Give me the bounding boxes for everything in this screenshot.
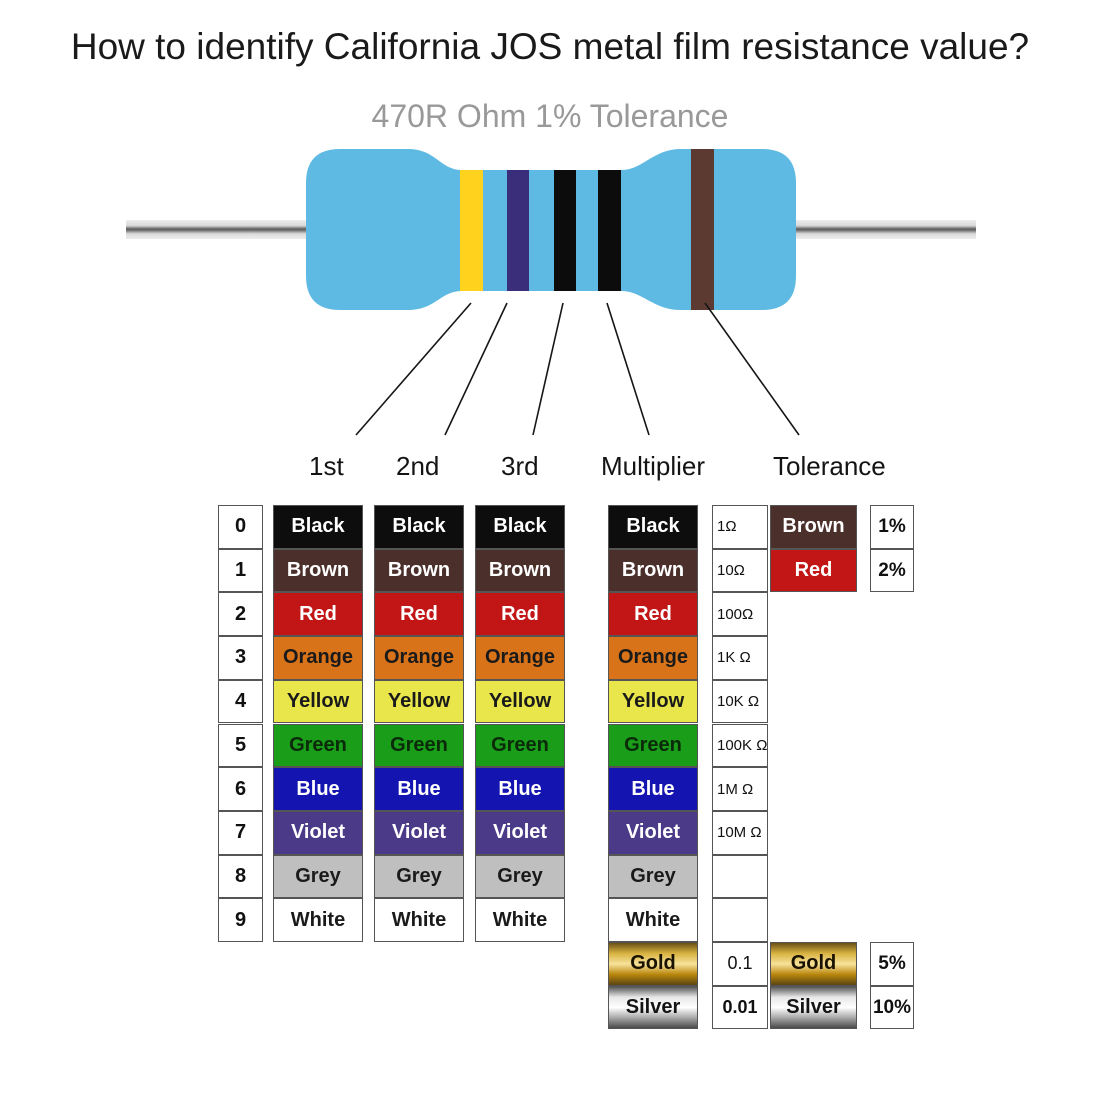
svg-text:3rd: 3rd — [501, 451, 539, 481]
svg-text:1st: 1st — [309, 451, 344, 481]
svg-text:Multiplier: Multiplier — [601, 451, 705, 481]
svg-text:2nd: 2nd — [396, 451, 439, 481]
svg-text:Tolerance: Tolerance — [773, 451, 886, 481]
